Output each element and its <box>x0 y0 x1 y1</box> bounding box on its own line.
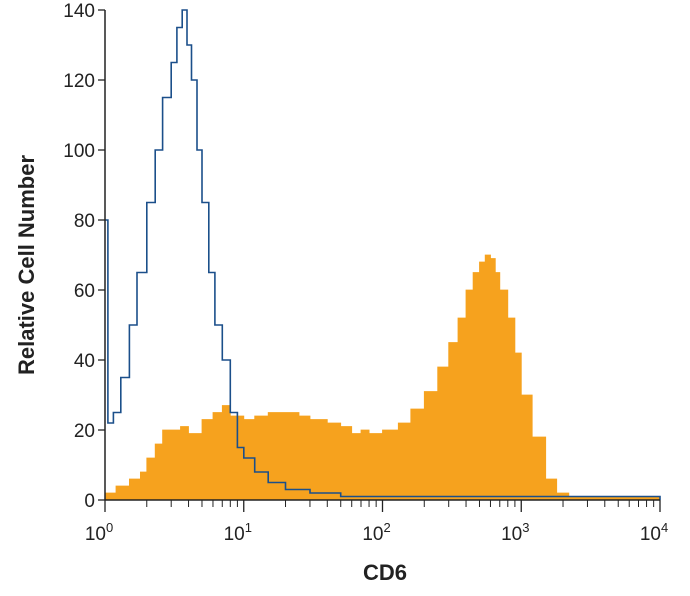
x-axis-title: CD6 <box>363 560 407 585</box>
x-tick-label: 104 <box>640 520 668 545</box>
y-tick-label: 40 <box>74 351 95 372</box>
y-tick-label: 60 <box>74 281 95 302</box>
series-1-line <box>105 9 661 500</box>
x-tick-label: 103 <box>501 520 529 545</box>
y-tick-label: 80 <box>74 211 95 232</box>
y-tick-label: 0 <box>84 491 95 512</box>
x-tick-label: 102 <box>362 520 390 545</box>
x-tick-label: 101 <box>224 520 252 545</box>
label-layer: CD6 Relative Cell Number <box>14 155 407 585</box>
plot-layer <box>104 9 661 501</box>
y-tick-label: 120 <box>63 71 95 92</box>
x-tick-label: 100 <box>85 520 113 545</box>
y-axis-title: Relative Cell Number <box>14 155 39 376</box>
series-0-area <box>104 254 661 501</box>
axis-layer: 0 20 40 60 80 100 120 140 100 101 102 103 104 <box>63 1 668 545</box>
y-tick-label: 140 <box>63 1 95 22</box>
y-tick-label: 20 <box>74 421 95 442</box>
y-tick-label: 100 <box>63 141 95 162</box>
